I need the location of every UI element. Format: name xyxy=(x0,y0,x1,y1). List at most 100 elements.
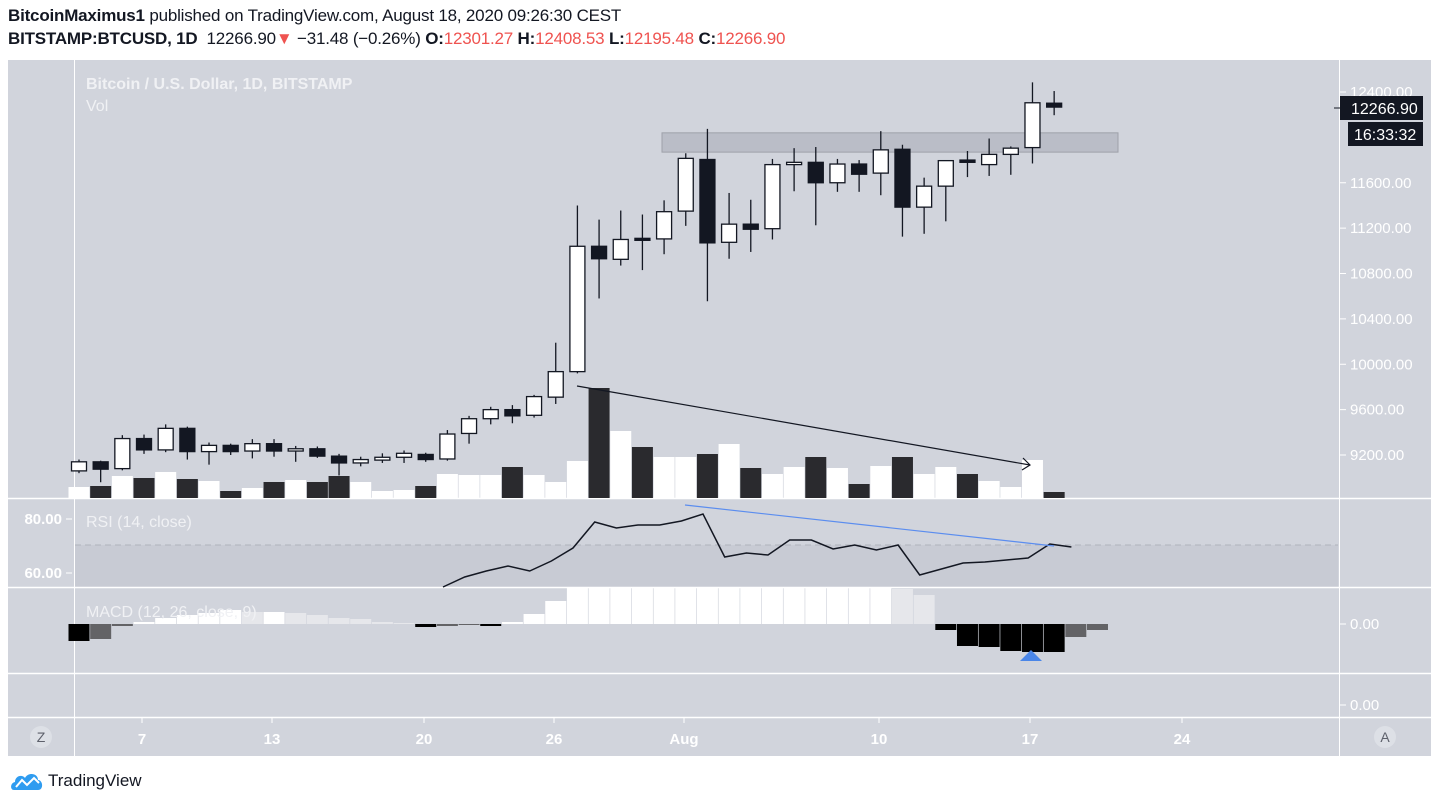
macd-bar xyxy=(826,587,848,624)
macd-bar xyxy=(610,587,632,624)
candle xyxy=(655,200,673,255)
triangle-up-icon[interactable] xyxy=(1020,650,1042,661)
candle xyxy=(70,459,88,474)
auto-scale-button[interactable]: A xyxy=(1374,726,1396,748)
volume-bar xyxy=(913,474,935,498)
open-label: O: xyxy=(425,29,444,48)
macd-bar xyxy=(783,587,805,624)
candle xyxy=(1024,82,1041,164)
macd-bar xyxy=(306,615,328,624)
candle xyxy=(872,131,889,196)
volume-bar xyxy=(588,388,610,498)
candle xyxy=(937,159,954,222)
candle xyxy=(525,394,543,418)
macd-bar xyxy=(956,624,978,646)
macd-bar xyxy=(350,619,372,624)
volume-bar xyxy=(198,481,220,498)
time-tick-label: 20 xyxy=(416,731,433,748)
macd-bar xyxy=(978,624,1000,647)
candle xyxy=(1002,146,1019,175)
candle xyxy=(179,426,196,460)
z-button[interactable]: Z xyxy=(30,726,52,748)
candle xyxy=(590,219,608,299)
candle xyxy=(482,406,499,425)
chart-container[interactable]: 12400.00 11600.00 11200.00 10800.00 10400.00… xyxy=(8,60,1431,756)
symbol-label: BITSTAMP:BTCUSD, 1D xyxy=(8,29,198,48)
rsi-band xyxy=(75,545,1338,587)
macd-bar xyxy=(90,624,112,639)
low-label: L: xyxy=(608,29,625,48)
macd-bar xyxy=(241,612,263,624)
candle xyxy=(92,460,109,483)
volume-bar xyxy=(566,461,588,498)
countdown-badge xyxy=(1348,122,1423,146)
macd-bar xyxy=(458,624,480,625)
candle xyxy=(1046,91,1063,116)
candle xyxy=(352,456,369,467)
macd-tick-2: 0.00 xyxy=(1350,697,1379,714)
volume-bar xyxy=(263,482,285,498)
time-tick-label: 24 xyxy=(1174,731,1191,748)
published-text: published on TradingView.com, August 18,… xyxy=(144,6,622,25)
macd-bar xyxy=(588,587,610,624)
volume-arrow[interactable] xyxy=(576,385,1031,471)
volume-bar xyxy=(696,454,718,498)
rsi-tick-80: 80.00 xyxy=(24,511,62,528)
price-tick-label: 11200.00 xyxy=(1350,220,1411,237)
high-label: H: xyxy=(517,29,536,48)
macd-bar xyxy=(176,615,198,624)
volume-bar xyxy=(1043,492,1065,498)
volume-bar xyxy=(653,457,675,498)
candle xyxy=(374,453,391,463)
macd-label[interactable]: MACD (12, 26, close, 9) xyxy=(86,604,257,621)
price-change: −31.48 (−0.26%) xyxy=(297,29,421,48)
volume-bar xyxy=(891,457,913,498)
footer-brand[interactable]: TradingView xyxy=(10,770,142,792)
macd-bar xyxy=(675,587,697,624)
volume-bar xyxy=(826,468,848,498)
candle xyxy=(395,450,413,463)
rsi-trendline[interactable] xyxy=(684,504,1055,547)
time-tick-label: 7 xyxy=(138,731,146,748)
rsi-line xyxy=(442,513,1072,588)
volume-bar xyxy=(68,487,90,498)
candle xyxy=(417,452,434,462)
open-value: 12301.27 xyxy=(443,29,514,48)
svg-text:A: A xyxy=(1380,729,1390,745)
resistance-zone[interactable] xyxy=(661,132,1119,153)
svg-text:Z: Z xyxy=(37,729,46,745)
volume-bar xyxy=(1000,487,1022,498)
volume-bar xyxy=(133,478,155,498)
candle xyxy=(265,439,283,457)
macd-bar xyxy=(545,601,567,624)
price-axis[interactable]: 12400.0011600.0011200.0010800.0010400.00… xyxy=(1340,84,1413,464)
time-axis[interactable]: 7 13 20 26 Aug 10 17 24 xyxy=(138,718,1191,748)
volume-bar xyxy=(415,486,437,498)
candle xyxy=(894,144,911,237)
rsi-label[interactable]: RSI (14, close) xyxy=(86,514,192,531)
price-badge xyxy=(1340,96,1423,120)
time-tick-label: 10 xyxy=(871,731,888,748)
volume-bar xyxy=(1021,460,1043,498)
volume-bar xyxy=(956,474,978,498)
volume-bar xyxy=(176,479,198,498)
time-tick-label: 17 xyxy=(1022,731,1039,748)
volume-bar xyxy=(545,482,567,498)
candle xyxy=(829,158,846,192)
candle xyxy=(569,205,586,374)
macd-bar xyxy=(111,624,133,626)
price-tick-label: 10400.00 xyxy=(1350,311,1413,328)
candle xyxy=(287,445,304,462)
author-name[interactable]: BitcoinMaximus1 xyxy=(8,6,145,25)
volume-bar xyxy=(761,474,783,498)
macd-bar xyxy=(740,587,762,624)
volume-bar xyxy=(870,466,892,498)
macd-bar xyxy=(1043,624,1065,652)
macd-bar xyxy=(133,622,155,624)
price-tick-label: 9600.00 xyxy=(1350,402,1404,419)
macd-bar xyxy=(523,614,545,624)
macd-bar xyxy=(718,587,740,624)
chart-canvas[interactable]: 12400.0011600.0011200.0010800.0010400.00… xyxy=(8,60,1431,756)
candle xyxy=(980,138,998,176)
candle xyxy=(915,177,933,234)
